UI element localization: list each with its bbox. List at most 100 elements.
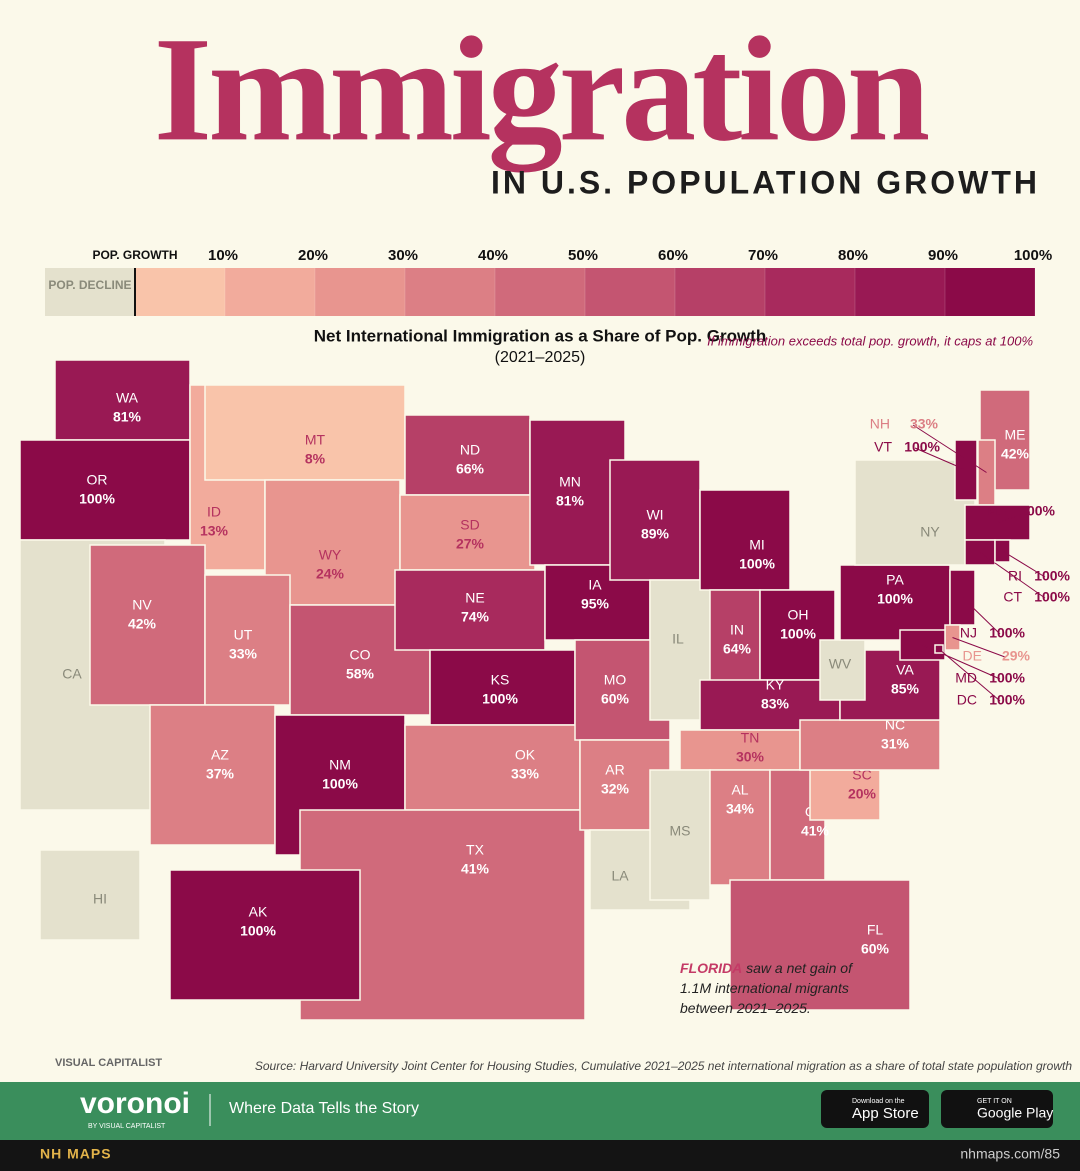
legend-tick-label: 40% bbox=[478, 247, 508, 264]
bottom-left: NH MAPS bbox=[40, 1146, 112, 1162]
state bbox=[819, 639, 866, 701]
state-abbr: MT bbox=[305, 432, 326, 448]
google-play-button[interactable] bbox=[941, 1090, 1053, 1128]
state-abbr: NY bbox=[920, 524, 940, 540]
legend-tick-label: 100% bbox=[1014, 247, 1052, 264]
leader-line bbox=[979, 552, 1046, 599]
state-abbr: FL bbox=[867, 922, 884, 938]
legend-tick-label: 80% bbox=[838, 247, 868, 264]
state-value: 30% bbox=[736, 749, 765, 765]
state-abbr: PA bbox=[886, 572, 904, 588]
state-abbr: AZ bbox=[211, 747, 229, 763]
google-small: GET IT ON bbox=[977, 1098, 1012, 1105]
state-abbr: MS bbox=[670, 823, 691, 839]
state-value: 27% bbox=[456, 536, 485, 552]
tagline: Where Data Tells the Story bbox=[229, 1100, 419, 1117]
state-value: 41% bbox=[801, 823, 830, 839]
leader-line bbox=[952, 637, 1006, 658]
state bbox=[799, 719, 941, 771]
leader-line bbox=[938, 648, 1001, 702]
legend-tick-label: 60% bbox=[658, 247, 688, 264]
legend-decline-label: POP. DECLINE bbox=[48, 278, 131, 292]
state-abbr: MD bbox=[955, 670, 977, 686]
state-value: 34% bbox=[726, 801, 755, 817]
state-abbr: VA bbox=[896, 662, 914, 678]
state-abbr: WV bbox=[829, 656, 852, 672]
state-value: 100% bbox=[877, 591, 913, 607]
state-value: 100% bbox=[989, 625, 1025, 641]
state bbox=[204, 384, 406, 481]
state bbox=[39, 849, 141, 941]
state-abbr: KY bbox=[766, 677, 785, 693]
state-value: 95% bbox=[581, 596, 610, 612]
state-abbr: IL bbox=[672, 631, 684, 647]
state-abbr: SD bbox=[460, 517, 479, 533]
state-value: 100% bbox=[240, 923, 276, 939]
state bbox=[404, 414, 531, 496]
state bbox=[89, 544, 206, 706]
leader-line bbox=[1002, 550, 1046, 578]
state-value: 58% bbox=[346, 666, 375, 682]
leader-line bbox=[997, 511, 1031, 523]
state-value: 100% bbox=[989, 670, 1025, 686]
state-value: 100% bbox=[780, 626, 816, 642]
title: Immigration bbox=[154, 6, 929, 172]
state-value: 83% bbox=[761, 696, 790, 712]
state-abbr: WI bbox=[646, 507, 663, 523]
legend-tick-label: 90% bbox=[928, 247, 958, 264]
app-store: App Store bbox=[852, 1105, 919, 1122]
legend-swatch bbox=[405, 268, 495, 316]
map-title: Net International Immigration as a Share… bbox=[314, 326, 766, 345]
state-abbr: NH bbox=[870, 416, 890, 432]
state bbox=[609, 459, 701, 581]
state-abbr: ND bbox=[460, 442, 480, 458]
footer-logo-sub: BY VISUAL CAPITALIST bbox=[88, 1123, 166, 1130]
state-value: 100% bbox=[1034, 589, 1070, 605]
state-abbr: NM bbox=[329, 757, 351, 773]
leader-line bbox=[914, 447, 967, 471]
state-abbr: OR bbox=[87, 472, 108, 488]
state-value: 100% bbox=[904, 439, 940, 455]
legend-swatch bbox=[675, 268, 765, 316]
state bbox=[149, 704, 276, 846]
state-abbr: DE bbox=[963, 648, 982, 664]
state-value: 41% bbox=[461, 861, 490, 877]
callout-text: saw a net gain of 1.1M international mig… bbox=[680, 960, 852, 1016]
legend-swatch bbox=[765, 268, 855, 316]
legend-swatch bbox=[585, 268, 675, 316]
state-value: 33% bbox=[229, 646, 258, 662]
state-value: 37% bbox=[206, 766, 235, 782]
state-abbr: AR bbox=[605, 762, 624, 778]
brand: VISUAL CAPITALIST bbox=[55, 1057, 162, 1069]
state-abbr: CA bbox=[62, 666, 82, 682]
state-abbr: NJ bbox=[960, 625, 977, 641]
state-abbr: HI bbox=[93, 891, 107, 907]
state-value: 64% bbox=[723, 641, 752, 657]
state-value: 31% bbox=[881, 736, 910, 752]
legend-tick-label: 50% bbox=[568, 247, 598, 264]
state-abbr: NE bbox=[465, 590, 484, 606]
state-value: 74% bbox=[461, 609, 490, 625]
cap-note: If immigration exceeds total pop. growth… bbox=[707, 333, 1033, 348]
state-value: 81% bbox=[113, 409, 142, 425]
legend-swatch bbox=[855, 268, 945, 316]
legend-swatch bbox=[315, 268, 405, 316]
state-abbr: OH bbox=[788, 607, 809, 623]
leader-line bbox=[962, 597, 1001, 635]
legend-tick-label: 20% bbox=[298, 247, 328, 264]
app-store-button[interactable] bbox=[821, 1090, 929, 1128]
state-value: 100% bbox=[1034, 568, 1070, 584]
state-abbr: NV bbox=[132, 597, 152, 613]
google-play: Google Play bbox=[977, 1105, 1053, 1121]
state bbox=[529, 419, 626, 566]
state-abbr: MI bbox=[749, 537, 765, 553]
state-abbr: MN bbox=[559, 474, 581, 490]
state-value: 24% bbox=[316, 566, 345, 582]
state bbox=[429, 649, 576, 726]
state-value: 100% bbox=[322, 776, 358, 792]
state-abbr: ME bbox=[1005, 427, 1026, 443]
state-abbr: WY bbox=[319, 547, 342, 563]
state-abbr: TX bbox=[466, 842, 485, 858]
legend-tick-label: 30% bbox=[388, 247, 418, 264]
